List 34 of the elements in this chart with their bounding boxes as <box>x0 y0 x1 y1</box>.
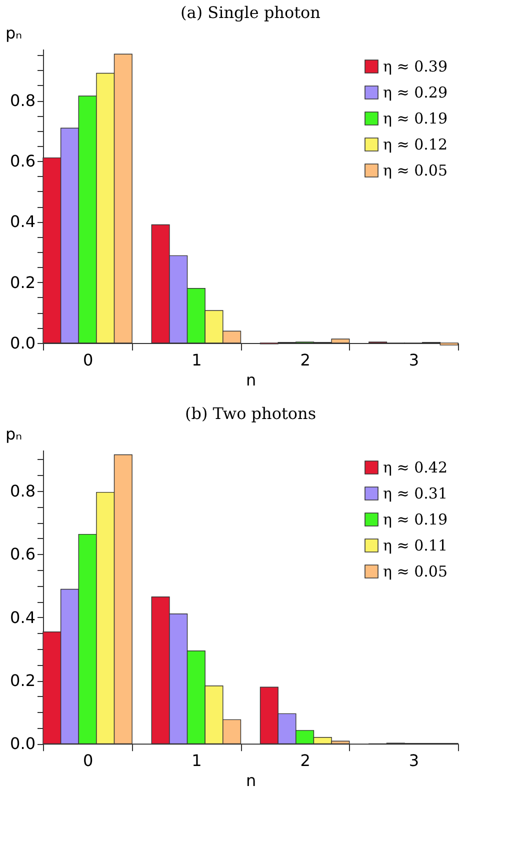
legend-label: η ≈ 0.05 <box>383 162 448 180</box>
legend-label: η ≈ 0.31 <box>383 484 448 502</box>
x-tick-label: 0 <box>82 751 94 770</box>
chart-title: (a) Single photon <box>180 3 320 22</box>
y-tick-label: 0.2 <box>10 272 36 292</box>
legend-label: η ≈ 0.39 <box>383 58 448 76</box>
y-axis-title: pₙ <box>6 24 22 42</box>
x-tick-label: 0 <box>82 350 94 370</box>
x-tick-label: 2 <box>300 751 310 770</box>
chart-title: (b) Two photons <box>184 404 316 423</box>
x-axis-title: n <box>246 370 256 390</box>
legend-label: η ≈ 0.29 <box>383 84 448 102</box>
y-tick-label: 0.0 <box>10 333 36 352</box>
legend-label: η ≈ 0.19 <box>383 110 448 128</box>
y-tick-label: 0.8 <box>10 91 36 110</box>
y-tick-label: 0.4 <box>10 608 36 627</box>
x-tick-label: 3 <box>408 751 420 770</box>
legend-label: η ≈ 0.19 <box>383 510 448 528</box>
x-axis-title: n <box>246 771 256 790</box>
y-axis-title: pₙ <box>6 424 22 444</box>
x-tick-label: 1 <box>192 350 202 370</box>
legend-label: η ≈ 0.11 <box>383 536 448 554</box>
y-tick-label: 0.6 <box>10 544 36 564</box>
x-tick-label: 2 <box>300 350 310 370</box>
legend-label: η ≈ 0.05 <box>383 562 448 580</box>
legend-label: η ≈ 0.12 <box>383 136 448 154</box>
y-tick-label: 0.8 <box>10 482 36 501</box>
x-tick-label: 3 <box>408 350 420 370</box>
y-tick-label: 0.4 <box>10 212 36 232</box>
legend-label: η ≈ 0.42 <box>383 458 448 476</box>
y-tick-label: 0.6 <box>10 152 36 171</box>
y-tick-label: 0.0 <box>10 734 36 754</box>
y-tick-label: 0.2 <box>10 671 36 690</box>
x-tick-label: 1 <box>192 751 202 770</box>
